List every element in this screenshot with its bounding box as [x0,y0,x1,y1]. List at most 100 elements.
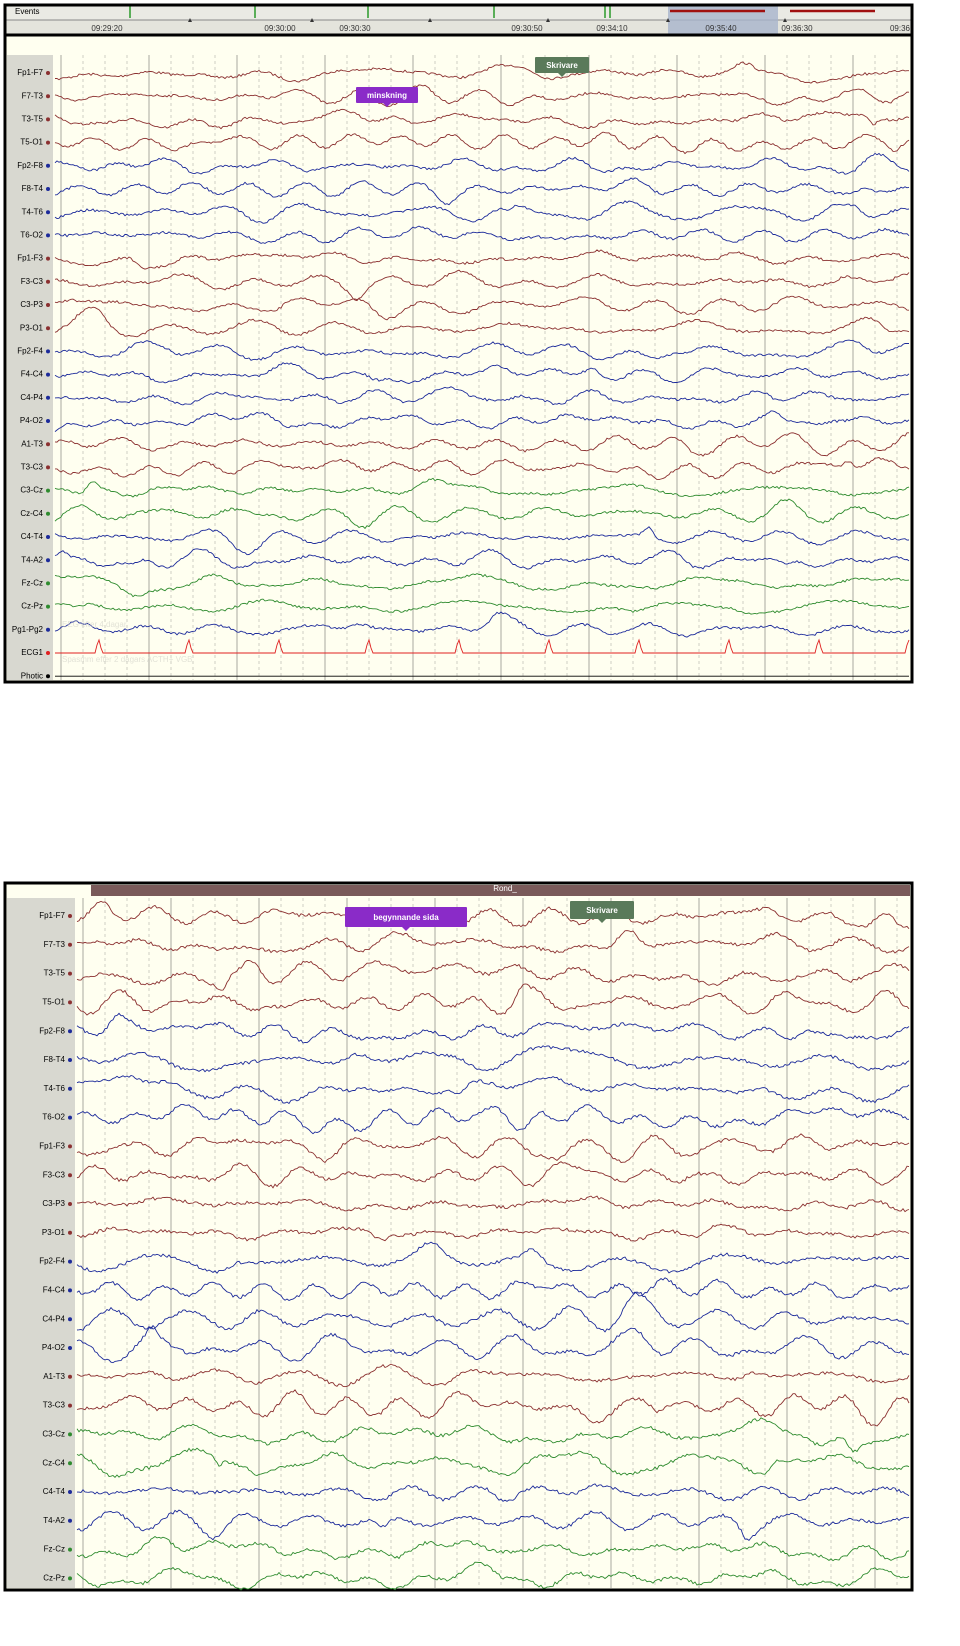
channel-label: Fp2-F4 [17,347,43,356]
time-marker [310,18,314,22]
channel-label: C3-P3 [20,300,43,309]
channel-marker [68,1202,72,1206]
channel-marker [46,279,50,284]
eeg-trace [76,1074,910,1105]
channel-label: P3-O1 [42,1228,66,1237]
eeg-trace [54,152,910,175]
eeg-trace [54,573,910,598]
channel-marker [68,1058,72,1062]
eeg-trace [54,339,910,361]
band-label: Rond_ [493,884,517,893]
channel-label: F4-C4 [21,370,44,379]
channel-label: C4-T4 [21,532,44,541]
channel-label: T6-O2 [42,1113,65,1122]
channel-label: T3-C3 [43,1401,66,1410]
eeg-trace [54,498,910,530]
eeg-trace [55,457,910,481]
time-label: 09:30:00 [264,24,296,33]
eeg-trace [77,1483,910,1502]
channel-label: A1-T3 [43,1372,65,1381]
channel-marker [68,1086,72,1091]
eeg-trace [54,200,910,224]
channel-marker [46,395,50,400]
eeg-trace [76,1241,910,1274]
time-label: 09:30:50 [511,24,543,33]
channel-marker [46,581,50,586]
channel-label: T4-T6 [44,1084,66,1093]
channel-label: C4-P4 [42,1314,65,1323]
channel-marker [46,627,50,632]
eeg-trace [76,1447,910,1478]
eeg-trace [54,362,910,384]
channel-label: Photic [21,671,43,680]
channel-marker [68,942,72,947]
channel-label: A1-T3 [21,439,43,448]
channel-marker [68,914,72,918]
eeg-trace [54,295,910,321]
channel-label: F7-T3 [44,940,66,949]
channel-label: C4-T4 [43,1487,66,1496]
channel-marker [68,1403,72,1408]
eeg-trace [76,1326,910,1364]
channel-label: F4-C4 [43,1286,66,1295]
channel-marker [46,535,50,539]
eeg-trace [54,177,910,206]
channel-label: Fp1-F7 [39,911,65,920]
channel-label: Fp2-F4 [39,1257,65,1266]
eeg-trace [76,1291,910,1333]
channel-marker [68,1461,72,1466]
events-label: Events [15,7,39,16]
eeg-trace [76,1133,910,1164]
eeg-trace [76,1045,910,1073]
channel-label: Fp1-F3 [17,254,43,263]
channel-marker [46,94,50,99]
band [91,885,910,896]
channel-label: F3-C3 [21,277,44,286]
channel-marker [68,1230,72,1235]
label-column [7,898,75,1588]
eeg-trace [76,1389,910,1427]
channel-marker [46,303,50,307]
eeg-trace [54,526,910,556]
time-label: 09:30:30 [339,24,371,33]
time-marker [783,18,787,22]
annotation-label: begynnande sida [373,913,439,922]
time-marker [666,18,670,22]
channel-label: F3-C3 [43,1170,66,1179]
eeg-trace [76,1161,910,1189]
channel-label: F8-T4 [44,1055,66,1064]
channel-marker [68,1432,72,1437]
channel-label: Fp1-F3 [39,1142,65,1151]
eeg-trace [54,386,910,406]
eeg-trace [76,1103,910,1135]
channel-marker [68,1144,72,1149]
channel-marker [68,1346,72,1350]
eeg-trace [54,249,910,270]
channel-label: Fp2-F8 [39,1026,65,1035]
eeg-trace [54,225,910,244]
annotation-pointer [558,73,566,77]
time-marker [188,18,192,22]
eeg-trace [76,1363,910,1388]
channel-marker [46,326,50,331]
channel-label: F7-T3 [22,91,44,100]
channel-label: Fz-Cz [44,1545,65,1554]
annotation-label: minskning [367,91,407,100]
channel-marker [46,604,50,609]
channel-marker [46,372,50,377]
channel-marker [46,71,50,75]
channel-marker [68,971,72,976]
channel-label: T4-T6 [22,207,44,216]
time-marker [546,18,550,22]
channel-label: F8-T4 [22,184,44,193]
channel-label: P4-O2 [42,1343,66,1352]
eeg-trace [55,638,910,654]
watermark: Spasmm efter 2 dagars ACTH+ VGB [62,655,193,664]
channel-label: Cz-C4 [42,1458,65,1467]
channel-marker [68,1173,72,1178]
eeg-trace [54,548,910,570]
channel-marker [46,349,50,354]
eeg-trace [76,960,910,991]
channel-marker [46,210,50,215]
